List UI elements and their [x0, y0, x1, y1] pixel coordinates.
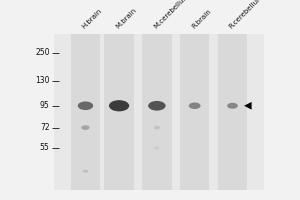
Ellipse shape: [148, 101, 166, 111]
Text: R.brain: R.brain: [190, 8, 212, 30]
Polygon shape: [244, 102, 252, 110]
Text: H.brain: H.brain: [81, 8, 104, 30]
Bar: [104, 34, 134, 190]
Bar: [218, 34, 247, 190]
Ellipse shape: [227, 103, 238, 109]
Ellipse shape: [109, 100, 129, 111]
Text: 72: 72: [40, 123, 50, 132]
Bar: [142, 34, 172, 190]
Text: 95: 95: [40, 101, 50, 110]
Text: 250: 250: [35, 48, 50, 57]
Bar: [180, 34, 209, 190]
Ellipse shape: [81, 125, 90, 130]
Text: 55: 55: [40, 143, 50, 152]
Ellipse shape: [78, 101, 93, 110]
Text: M.brain: M.brain: [115, 7, 138, 30]
Text: 130: 130: [35, 76, 50, 85]
Ellipse shape: [189, 102, 201, 109]
Ellipse shape: [154, 126, 160, 129]
Ellipse shape: [83, 170, 88, 173]
Text: R.cerebellum: R.cerebellum: [228, 0, 265, 30]
Bar: [54, 34, 264, 190]
Ellipse shape: [154, 146, 159, 149]
Bar: [71, 34, 100, 190]
Text: M.cerebellum: M.cerebellum: [153, 0, 190, 30]
